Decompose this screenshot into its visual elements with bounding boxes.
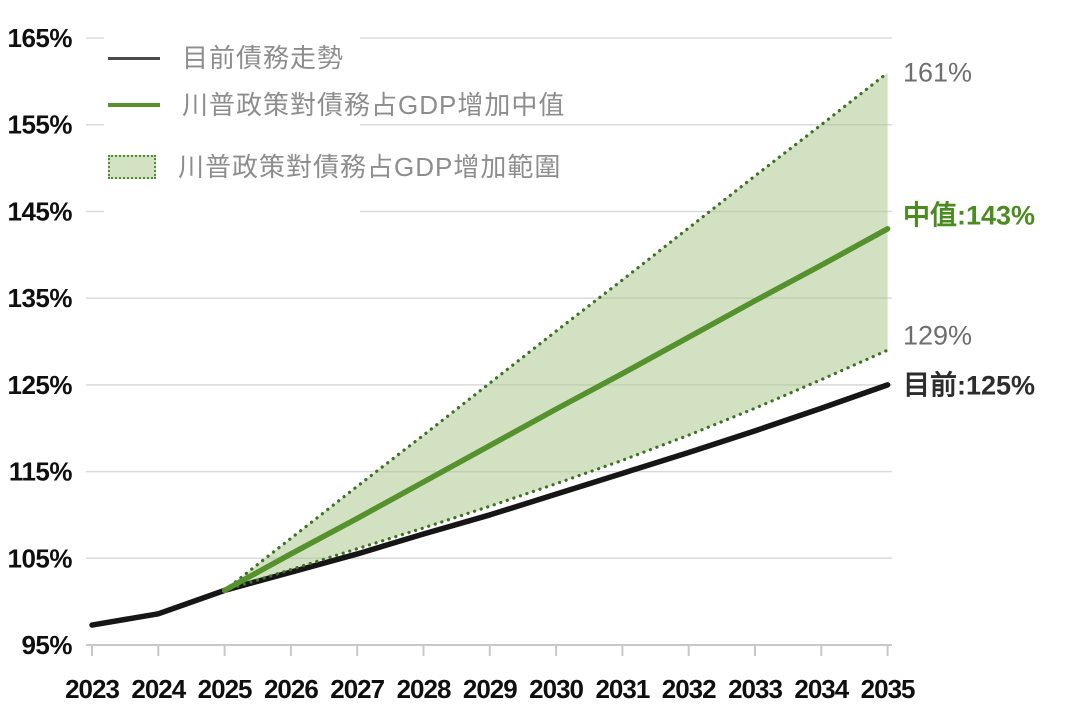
legend-item-current-debt: 目前債務走勢 [108,40,565,76]
range-band-upper-edge [223,71,890,592]
x-axis-label-2026: 2026 [264,674,318,704]
x-axis-label-2032: 2032 [662,674,716,704]
x-axis-label-2024: 2024 [131,674,186,704]
legend-backdrop [104,34,360,232]
y-axis-label-155%: 155% [8,110,73,140]
legend-label-median: 川普政策對債務占GDP增加中值 [182,90,566,120]
x-axis-label-2029: 2029 [463,674,517,704]
chart-legend: 目前債務走勢 川普政策對債務占GDP增加中值 川普政策對債務占GDP增加範圍 [108,40,565,185]
y-axis-label-105%: 105% [8,543,73,573]
x-axis-label-2034: 2034 [794,674,849,704]
x-axis-label-2023: 2023 [65,674,119,704]
x-axis-label-2033: 2033 [728,674,782,704]
x-axis-label-2035: 2035 [861,674,915,704]
y-axis-label-95%: 95% [21,630,72,660]
x-axis-label-2028: 2028 [397,674,451,704]
y-axis-label-115%: 115% [9,457,72,487]
current-debt-line-swatch-icon [108,56,160,60]
legend-item-median: 川普政策對債務占GDP增加中值 [108,87,565,123]
x-axis-label-2030: 2030 [529,674,583,704]
y-axis-label-165%: 165% [8,23,73,53]
x-axis-label-2025: 2025 [198,674,252,704]
range-band-swatch-icon [108,155,156,179]
y-axis-label-135%: 135% [8,283,73,313]
legend-label-range: 川普政策對債務占GDP增加範圍 [178,152,562,182]
x-axis-label-2027: 2027 [330,674,384,704]
legend-label-current-debt: 目前債務走勢 [182,43,345,73]
range-band-lower-edge [223,348,890,592]
y-axis-label-145%: 145% [8,196,73,226]
y-axis-label-125%: 125% [8,370,73,400]
median-line-swatch-icon [108,103,160,107]
legend-item-range: 川普政策對債務占GDP增加範圍 [108,149,565,185]
median-projection-line [221,226,891,594]
x-axis-label-2031: 2031 [595,674,649,704]
